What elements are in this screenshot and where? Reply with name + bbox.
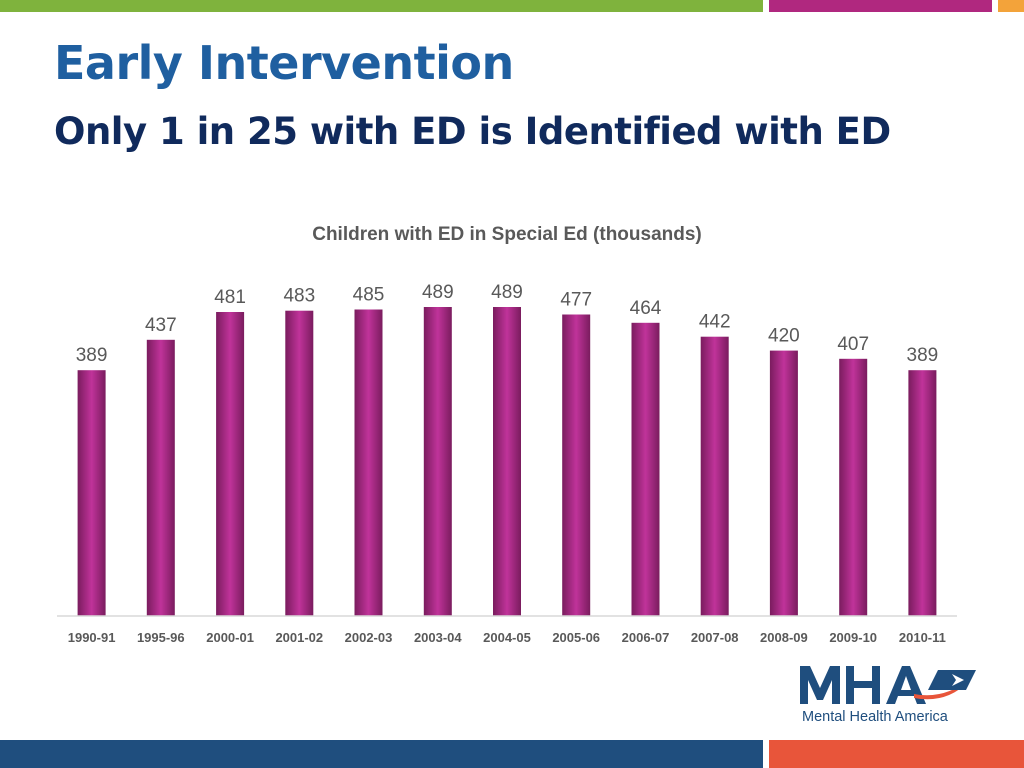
- bottom-accent-bar: [0, 740, 1024, 768]
- bar-2009-10: [839, 358, 868, 616]
- data-label-2003-04: 489: [422, 282, 454, 303]
- x-tick-label-2005-06: 2005-06: [552, 630, 600, 645]
- top-bar-orange: [998, 0, 1024, 12]
- x-tick-label-2007-08: 2007-08: [691, 630, 739, 645]
- bar-2000-01: [216, 312, 245, 616]
- data-label-2007-08: 442: [699, 312, 731, 333]
- data-label-2004-05: 489: [491, 282, 523, 303]
- bar-1995-96: [146, 339, 175, 616]
- x-tick-label-2009-10: 2009-10: [829, 630, 877, 645]
- x-tick-label-2001-02: 2001-02: [275, 630, 323, 645]
- slide-title: Early Intervention: [54, 36, 514, 90]
- slide-subtitle: Only 1 in 25 with ED is Identified with …: [54, 110, 891, 153]
- data-label-2001-02: 483: [283, 286, 315, 307]
- bottom-bar-orange: [769, 740, 1024, 768]
- bar-1990-91: [77, 370, 106, 616]
- top-bar-green: [0, 0, 763, 12]
- bar-2007-08: [700, 336, 729, 616]
- bar-2003-04: [423, 307, 452, 616]
- data-label-2006-07: 464: [630, 298, 662, 319]
- mha-logo: Mental Health America: [800, 666, 976, 725]
- x-tick-label-2003-04: 2003-04: [414, 630, 462, 645]
- data-label-1995-96: 437: [145, 315, 177, 336]
- data-label-2002-03: 485: [353, 285, 385, 306]
- bar-2002-03: [354, 309, 383, 616]
- chart-title: Children with ED in Special Ed (thousand…: [312, 224, 702, 245]
- mha-logo-text: Mental Health America: [802, 709, 949, 725]
- data-label-2009-10: 407: [837, 334, 869, 355]
- top-accent-bar: [0, 0, 1024, 12]
- bar-2001-02: [285, 310, 314, 616]
- bar-2006-07: [631, 322, 660, 616]
- x-tick-label-2010-11: 2010-11: [899, 630, 946, 645]
- x-tick-label-2008-09: 2008-09: [760, 630, 808, 645]
- data-label-2010-11: 389: [907, 345, 939, 366]
- bar-2005-06: [562, 314, 591, 616]
- x-tick-label-1995-96: 1995-96: [137, 630, 185, 645]
- x-tick-label-2004-05: 2004-05: [483, 630, 531, 645]
- data-label-2005-06: 477: [560, 290, 592, 311]
- bar-2010-11: [908, 370, 937, 616]
- bar-2008-09: [769, 350, 798, 616]
- top-bar-magenta: [769, 0, 992, 12]
- x-tick-label-2006-07: 2006-07: [622, 630, 670, 645]
- x-tick-label-2000-01: 2000-01: [206, 630, 254, 645]
- bar-chart: Children with ED in Special Ed (thousand…: [57, 224, 957, 645]
- bar-2004-05: [493, 307, 521, 616]
- data-label-2008-09: 420: [768, 326, 800, 347]
- x-tick-label-1990-91: 1990-91: [68, 630, 116, 645]
- bottom-bar-blue: [0, 740, 763, 768]
- data-label-1990-91: 389: [76, 345, 108, 366]
- x-tick-label-2002-03: 2002-03: [345, 630, 393, 645]
- data-label-2000-01: 481: [214, 287, 246, 308]
